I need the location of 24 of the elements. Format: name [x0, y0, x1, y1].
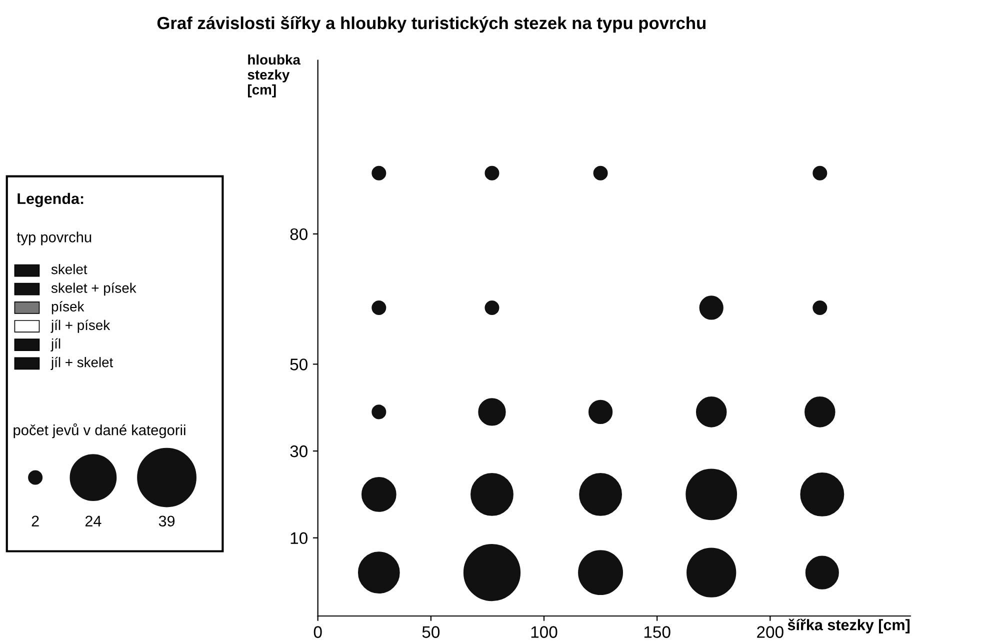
x-tick-label: 200 — [757, 626, 784, 638]
text: skelet — [51, 264, 88, 274]
y-axis-title: hloubka stezky [cm] — [248, 54, 301, 98]
x-tick-label: 50 — [422, 626, 440, 638]
text: jíl + písek — [50, 320, 110, 333]
y-tick-label: 10 — [290, 532, 308, 544]
text: písek — [52, 301, 84, 314]
legend-label: 39 — [158, 516, 175, 527]
legend-label: 2 — [32, 516, 39, 526]
y-tick-label: 50 — [290, 358, 308, 370]
text: jíl + skelet — [50, 356, 114, 370]
legend-title: Legenda: — [18, 192, 84, 208]
chart-title: Graf závislosti šířky a hloubky turistických stezek na typu povrchu — [157, 16, 706, 33]
y-tick-label: 80 — [290, 228, 308, 240]
text: skelet + písek — [51, 282, 136, 296]
x-tick-label: 0 — [314, 626, 322, 638]
legend-label: 24 — [85, 516, 102, 526]
y-tick-label: 30 — [290, 445, 308, 458]
x-tick-label: 100 — [531, 626, 558, 638]
x-axis-title: šířka stezky [cm] — [788, 618, 910, 634]
text: jíl — [50, 338, 60, 352]
text: typ povrchu — [16, 232, 92, 246]
text: počet jevů v dané kategorii — [14, 423, 186, 438]
x-tick-label: 150 — [644, 626, 670, 638]
